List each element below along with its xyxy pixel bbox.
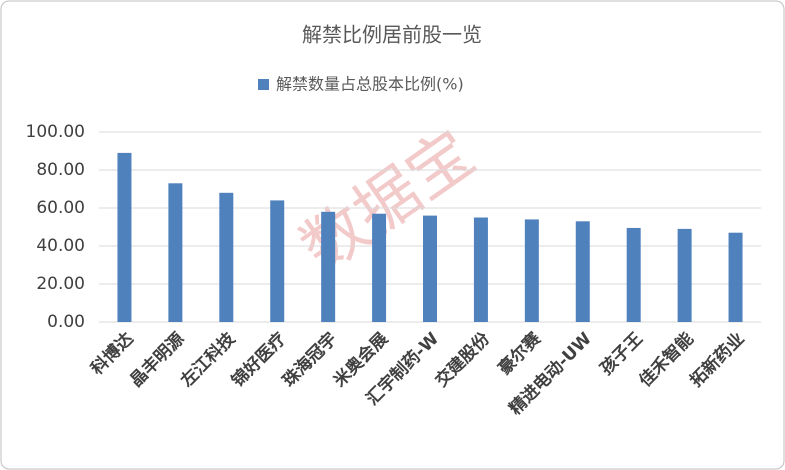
y-tick-label: 40.00 — [36, 236, 85, 256]
y-tick-label: 100.00 — [26, 122, 85, 142]
bar — [575, 221, 590, 322]
bar — [117, 152, 132, 322]
legend-label: 解禁数量占总股本比例(%) — [276, 75, 464, 94]
bar — [321, 211, 336, 322]
bar — [728, 232, 743, 322]
y-tick-label: 0.00 — [47, 312, 85, 332]
bar — [473, 217, 488, 322]
chart-title: 解禁比例居前股一览 — [302, 23, 482, 47]
bar — [270, 200, 285, 322]
bar — [626, 227, 641, 322]
bar — [423, 215, 437, 322]
legend-swatch — [258, 79, 269, 90]
y-tick-label: 60.00 — [36, 198, 85, 218]
bar — [219, 192, 234, 322]
bar — [372, 213, 387, 322]
bar — [168, 183, 183, 322]
y-tick-label: 20.00 — [36, 274, 85, 294]
y-tick-label: 80.00 — [36, 160, 85, 180]
bar — [524, 219, 539, 322]
bar — [677, 228, 692, 322]
